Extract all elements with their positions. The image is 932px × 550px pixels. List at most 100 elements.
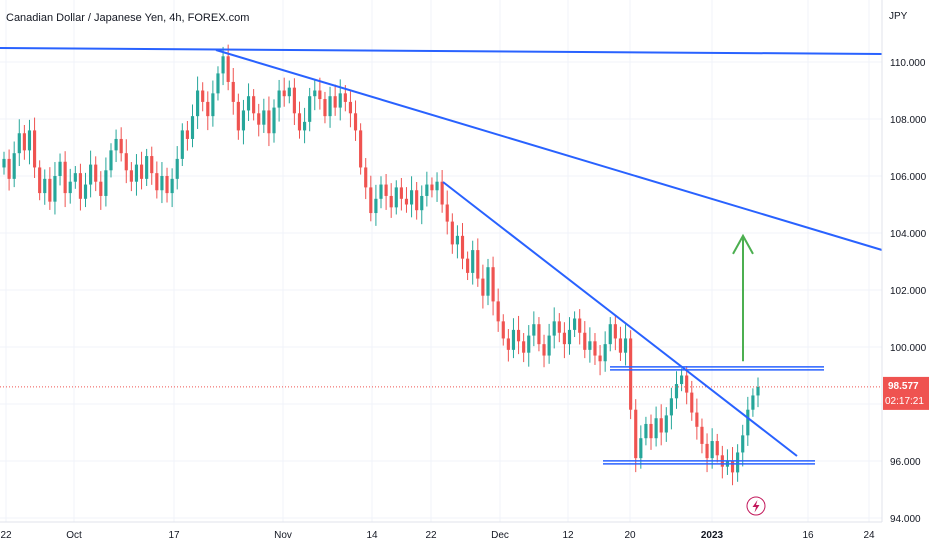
candle-body	[552, 321, 556, 336]
candle-body	[277, 90, 281, 108]
candle-body	[736, 452, 740, 473]
candle	[486, 258, 490, 306]
candle	[593, 333, 597, 365]
candle-body	[43, 178, 47, 194]
candle	[741, 424, 745, 467]
candle-body	[746, 409, 750, 436]
candle	[139, 151, 144, 190]
x-tick-label: 16	[802, 530, 814, 541]
trendline[interactable]	[215, 49, 883, 251]
candle-body	[83, 184, 88, 199]
x-tick-label: 20	[624, 530, 636, 541]
event-marker[interactable]	[746, 496, 766, 516]
trendline[interactable]	[0, 47, 883, 55]
candle-body	[58, 161, 62, 176]
candle-body	[257, 113, 261, 125]
candle-body	[89, 164, 93, 185]
candle-body	[516, 329, 521, 342]
candle	[527, 325, 531, 367]
candle-body	[231, 81, 235, 102]
candle	[374, 184, 378, 226]
candle-body	[557, 321, 561, 333]
candle	[710, 428, 714, 469]
trendline[interactable]	[442, 181, 798, 457]
target-arrow-head[interactable]	[732, 233, 754, 255]
candle-body	[639, 438, 643, 459]
candle-body	[680, 375, 684, 385]
candle-body	[501, 321, 505, 339]
candle	[348, 91, 353, 128]
candle	[547, 323, 551, 364]
candle-body	[7, 158, 11, 179]
candle-body	[730, 461, 735, 473]
candle	[720, 445, 724, 479]
candle	[277, 79, 281, 122]
candle	[196, 76, 200, 129]
candle-body	[48, 178, 52, 202]
y-tick-label: 102.000	[890, 286, 927, 297]
candle	[246, 83, 251, 121]
candle-body	[506, 338, 510, 350]
candle	[404, 187, 409, 213]
candle-body	[206, 101, 210, 117]
currency-label: JPY	[889, 11, 908, 22]
candle	[496, 288, 500, 332]
candle	[557, 313, 561, 343]
candle	[440, 170, 444, 213]
candle	[241, 99, 246, 145]
candle	[262, 98, 266, 133]
candle-body	[695, 412, 699, 427]
candle	[756, 377, 760, 408]
candle	[491, 256, 495, 316]
candle	[119, 127, 123, 162]
candle	[455, 225, 459, 259]
candle	[567, 317, 572, 355]
candle-body	[211, 93, 215, 117]
candle-body	[578, 318, 582, 333]
candle	[588, 327, 592, 363]
candle	[685, 366, 689, 405]
x-tick-label: 24	[863, 530, 875, 541]
candle	[583, 321, 587, 359]
candle-body	[343, 93, 347, 102]
candle-body	[287, 87, 291, 97]
x-tick-label: Nov	[274, 530, 292, 541]
candle-body	[68, 181, 72, 194]
candle-body	[134, 164, 139, 182]
candle-body	[425, 184, 429, 196]
y-tick-label: 94.000	[890, 514, 921, 525]
x-tick-label: 12	[562, 530, 574, 541]
candle-body	[690, 392, 694, 413]
candle-body	[282, 90, 286, 97]
candle-body	[741, 435, 745, 453]
candle-body	[654, 418, 658, 439]
candle-body	[359, 130, 363, 168]
last-price-badge[interactable]: 98.577 02:17:21	[883, 376, 929, 410]
candle-body	[63, 161, 67, 194]
candle	[175, 146, 179, 190]
candle	[435, 172, 439, 202]
candle-body	[170, 178, 174, 194]
candle	[58, 153, 62, 186]
candle	[53, 162, 57, 215]
candle-body	[216, 73, 220, 94]
candle-layer	[2, 44, 760, 486]
candle	[328, 86, 332, 128]
candle-body	[145, 156, 149, 179]
candle-body	[435, 181, 439, 191]
candle	[226, 44, 230, 91]
candle-body	[466, 258, 470, 273]
candle-body	[190, 116, 195, 139]
x-tick-label: Oct	[66, 530, 82, 541]
candle	[333, 84, 337, 116]
candle-body	[236, 101, 240, 131]
candle	[124, 139, 128, 184]
candle-body	[379, 184, 383, 199]
candle-body	[751, 395, 755, 410]
candle	[99, 171, 103, 210]
candle	[501, 314, 505, 346]
candle-body	[491, 267, 495, 302]
candle-body	[415, 190, 419, 211]
candle-body	[119, 138, 123, 154]
